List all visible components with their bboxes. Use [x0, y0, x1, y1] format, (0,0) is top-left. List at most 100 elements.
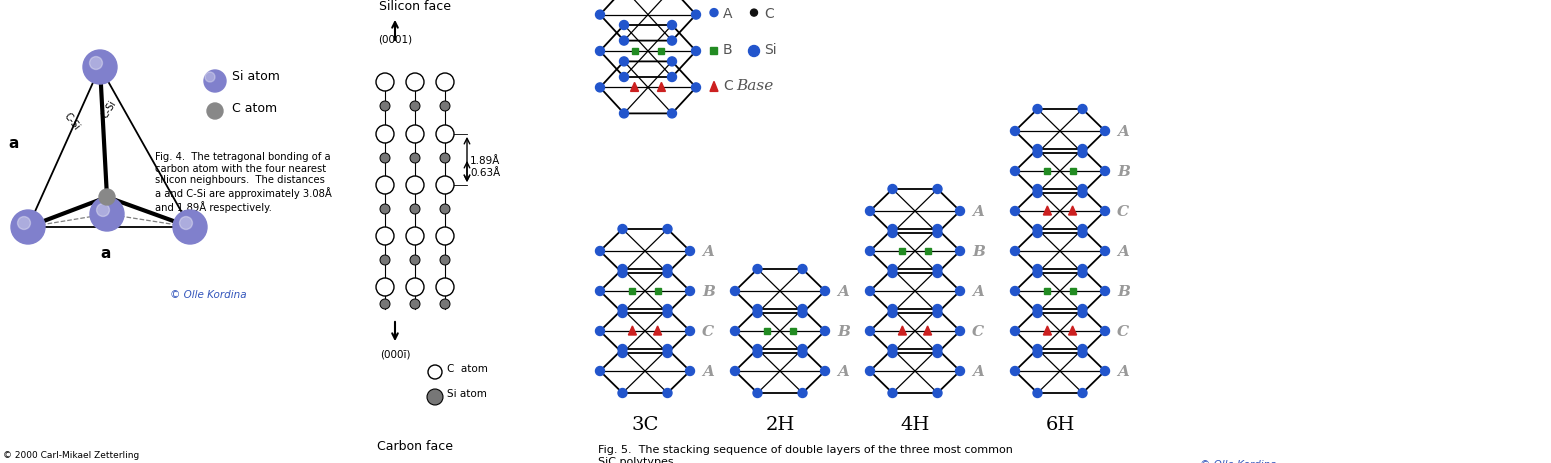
Circle shape [596, 11, 605, 20]
Polygon shape [1069, 326, 1076, 335]
FancyBboxPatch shape [765, 328, 771, 334]
Circle shape [752, 265, 762, 274]
Circle shape [662, 349, 672, 358]
Circle shape [889, 388, 896, 398]
Text: C: C [723, 79, 732, 93]
FancyBboxPatch shape [900, 249, 906, 255]
Circle shape [406, 278, 423, 296]
Text: 4H: 4H [900, 415, 929, 433]
Circle shape [440, 256, 450, 265]
Circle shape [731, 367, 740, 375]
Circle shape [436, 227, 454, 245]
Circle shape [436, 74, 454, 92]
Circle shape [380, 102, 389, 112]
Text: (000ī): (000ī) [380, 349, 411, 359]
Circle shape [409, 256, 420, 265]
Circle shape [662, 388, 672, 398]
Circle shape [799, 305, 807, 314]
Circle shape [889, 265, 896, 274]
Circle shape [619, 58, 628, 67]
Circle shape [1078, 145, 1087, 154]
Circle shape [749, 46, 760, 57]
Circle shape [934, 269, 941, 278]
Circle shape [1033, 265, 1042, 274]
Circle shape [436, 278, 454, 296]
Text: C-Si: C-Si [62, 111, 82, 131]
Circle shape [409, 154, 420, 163]
Circle shape [409, 300, 420, 309]
Circle shape [1101, 207, 1109, 216]
FancyBboxPatch shape [1070, 169, 1075, 175]
Text: Fig. 4.  The tetragonal bonding of a
carbon atom with the four nearest
silicon n: Fig. 4. The tetragonal bonding of a carb… [155, 152, 332, 213]
FancyBboxPatch shape [630, 288, 636, 294]
Circle shape [686, 287, 695, 296]
Circle shape [596, 47, 605, 56]
Circle shape [934, 185, 941, 194]
Circle shape [865, 367, 875, 375]
Text: A: A [703, 364, 713, 378]
Circle shape [955, 367, 965, 375]
Circle shape [889, 225, 896, 234]
Circle shape [1078, 185, 1087, 194]
Polygon shape [653, 326, 662, 335]
Circle shape [1101, 287, 1109, 296]
Text: C  atom: C atom [447, 363, 489, 373]
Circle shape [90, 198, 124, 232]
Circle shape [1078, 225, 1087, 234]
Circle shape [1011, 287, 1019, 296]
Circle shape [667, 110, 676, 119]
Circle shape [662, 345, 672, 354]
Circle shape [1078, 305, 1087, 314]
Circle shape [406, 126, 423, 144]
Circle shape [596, 247, 605, 256]
Text: 0.63Å: 0.63Å [470, 167, 499, 177]
Circle shape [1033, 185, 1042, 194]
Circle shape [1011, 247, 1019, 256]
Circle shape [440, 102, 450, 112]
FancyBboxPatch shape [1070, 288, 1075, 294]
Circle shape [440, 205, 450, 214]
Text: A: A [838, 364, 848, 378]
Circle shape [1078, 309, 1087, 318]
Circle shape [752, 349, 762, 358]
Text: Si: Si [765, 43, 777, 57]
Circle shape [820, 327, 830, 336]
Text: B: B [1117, 165, 1129, 179]
Text: Carbon face: Carbon face [377, 439, 453, 452]
Circle shape [934, 349, 941, 358]
Text: Silicon face: Silicon face [378, 0, 451, 13]
Circle shape [1078, 388, 1087, 398]
Text: © Olle Kordina: © Olle Kordina [1200, 459, 1276, 463]
Text: Fig. 5.  The stacking sequence of double layers of the three most common
SiC pol: Fig. 5. The stacking sequence of double … [599, 444, 1013, 463]
FancyBboxPatch shape [659, 49, 664, 55]
Circle shape [662, 305, 672, 314]
Circle shape [820, 287, 830, 296]
Circle shape [617, 265, 627, 274]
Circle shape [1078, 229, 1087, 238]
Polygon shape [923, 326, 932, 335]
Polygon shape [658, 83, 665, 92]
Circle shape [380, 256, 389, 265]
Circle shape [428, 365, 442, 379]
Circle shape [380, 300, 389, 309]
Circle shape [955, 287, 965, 296]
Text: © Olle Kordina: © Olle Kordina [171, 289, 247, 300]
Circle shape [934, 225, 941, 234]
Circle shape [889, 309, 896, 318]
Circle shape [409, 205, 420, 214]
Circle shape [617, 305, 627, 314]
FancyBboxPatch shape [631, 49, 637, 55]
Text: Si atom: Si atom [447, 388, 487, 398]
FancyBboxPatch shape [789, 328, 796, 334]
Circle shape [375, 227, 394, 245]
Circle shape [1078, 269, 1087, 278]
Text: 1.89Å: 1.89Å [470, 155, 501, 165]
Circle shape [1078, 345, 1087, 354]
Circle shape [752, 305, 762, 314]
Circle shape [206, 104, 223, 120]
FancyBboxPatch shape [1044, 169, 1050, 175]
Circle shape [619, 37, 628, 46]
Circle shape [799, 265, 807, 274]
Circle shape [955, 247, 965, 256]
Text: A: A [972, 284, 983, 298]
